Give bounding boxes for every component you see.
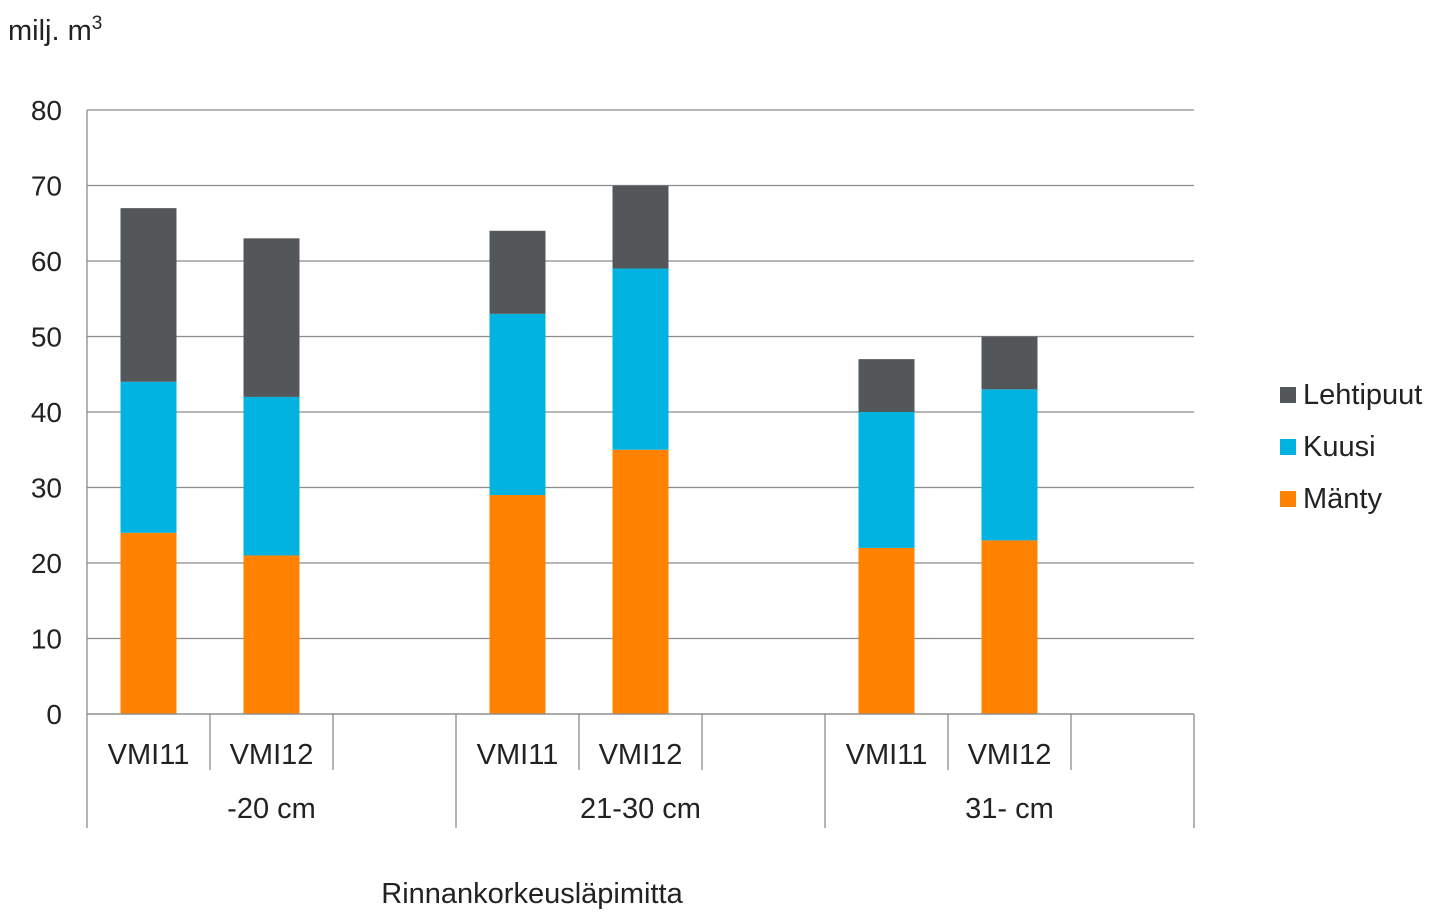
y-tick-label: 80 [31,95,62,126]
y-tick-label: 50 [31,322,62,353]
legend-label: Kuusi [1303,431,1376,463]
bar-segment-kuusi [489,313,546,496]
bar-segment-lehtipuut [981,336,1038,390]
bar-segment-mänty [243,555,300,714]
y-tick-label: 30 [31,473,62,504]
bar-segment-lehtipuut [120,208,177,382]
group-label: 21-30 cm [580,793,701,825]
y-tick-label: 70 [31,171,62,202]
category-label: VMI12 [968,739,1052,771]
y-tick-label: 40 [31,397,62,428]
legend: Lehtipuut Kuusi Mänty [1280,379,1422,515]
legend-label: Lehtipuut [1303,379,1422,411]
x-axis-title: Rinnankorkeusläpimitta [381,878,683,910]
bar-segment-lehtipuut [243,238,300,397]
y-tick-label: 0 [46,699,62,730]
category-label: VMI12 [599,739,683,771]
bar-segment-kuusi [120,381,177,533]
bar-segment-mänty [489,495,546,714]
bar-segment-mänty [858,547,915,714]
category-label: VMI12 [230,739,314,771]
bars [120,185,1038,714]
bar-segment-lehtipuut [858,359,915,412]
bar-segment-lehtipuut [612,185,669,269]
legend-swatch [1280,491,1296,507]
y-tick-label: 20 [31,548,62,579]
bar-segment-kuusi [612,268,669,450]
y-axis-title: milj. m3 [8,13,102,47]
bar-segment-kuusi [243,396,300,556]
group-label: -20 cm [227,793,316,825]
bar-segment-lehtipuut [489,230,546,314]
y-tick-label: 60 [31,246,62,277]
bar-segment-mänty [981,540,1038,714]
x-axis: VMI11 VMI12 -20 cm VMI11 VMI12 21-30 cm VMI11 V… [86,713,1195,828]
category-label: VMI11 [108,739,190,771]
legend-label: Mänty [1303,483,1382,515]
bar-segment-kuusi [858,412,915,548]
bar-segment-mänty [612,449,669,714]
category-label: VMI11 [846,739,928,771]
bar-segment-kuusi [981,389,1038,541]
bar-segment-mänty [120,532,177,714]
y-tick-labels: 0 10 20 30 40 50 60 70 80 [31,95,62,730]
category-label: VMI11 [477,739,559,771]
group-label: 31- cm [965,793,1054,825]
legend-swatch [1280,387,1296,403]
y-tick-label: 10 [31,624,62,655]
legend-swatch [1280,439,1296,455]
